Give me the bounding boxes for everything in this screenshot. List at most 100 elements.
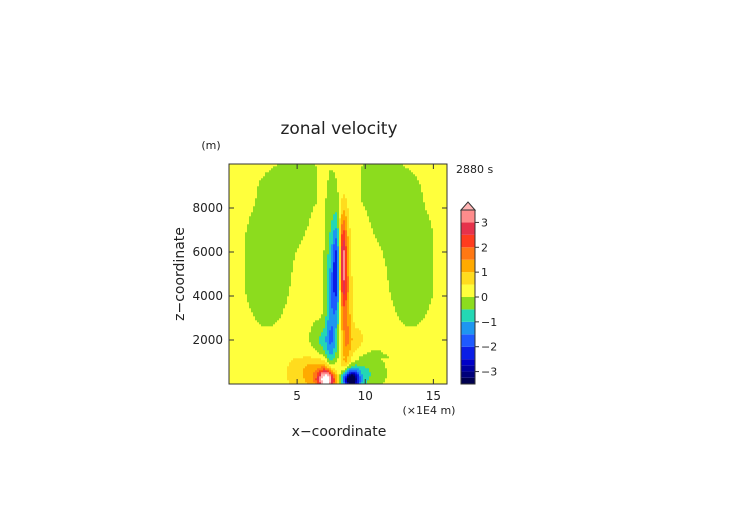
field-cell bbox=[241, 374, 244, 377]
field-cell bbox=[297, 296, 300, 299]
field-cell bbox=[233, 374, 236, 377]
field-cell bbox=[237, 272, 240, 275]
field-cell bbox=[311, 284, 314, 287]
field-cell bbox=[311, 294, 314, 297]
field-cell bbox=[291, 224, 294, 227]
field-cell bbox=[247, 178, 250, 181]
field-cell bbox=[303, 348, 306, 351]
field-cell bbox=[251, 182, 254, 185]
field-cell bbox=[285, 328, 288, 331]
field-cell bbox=[241, 196, 244, 199]
field-cell bbox=[245, 230, 248, 233]
field-cell bbox=[267, 186, 270, 189]
field-cell bbox=[289, 344, 292, 347]
field-cell bbox=[261, 278, 264, 281]
field-cell bbox=[295, 214, 298, 217]
field-cell bbox=[263, 220, 266, 223]
field-cell bbox=[265, 316, 268, 319]
field-cell bbox=[231, 360, 234, 363]
field-cell bbox=[243, 340, 246, 343]
field-cell bbox=[279, 168, 282, 171]
field-cell bbox=[231, 336, 234, 339]
field-cell bbox=[317, 340, 320, 343]
field-cell bbox=[273, 350, 276, 353]
field-cell bbox=[311, 366, 314, 369]
field-cell bbox=[315, 358, 318, 361]
field-cell bbox=[237, 330, 240, 333]
field-cell bbox=[291, 206, 294, 209]
field-cell bbox=[305, 252, 308, 255]
field-cell bbox=[277, 230, 280, 233]
field-cell bbox=[291, 360, 294, 363]
field-cell bbox=[309, 340, 312, 343]
field-cell bbox=[245, 264, 248, 267]
field-cell bbox=[277, 358, 280, 361]
field-cell bbox=[283, 348, 286, 351]
field-cell bbox=[303, 220, 306, 223]
field-cell bbox=[297, 176, 300, 179]
field-cell bbox=[311, 314, 314, 317]
field-cell bbox=[251, 218, 254, 221]
field-cell bbox=[259, 190, 262, 193]
field-cell bbox=[257, 348, 260, 351]
field-cell bbox=[299, 358, 302, 361]
field-cell bbox=[301, 336, 304, 339]
field-cell bbox=[309, 180, 312, 183]
field-cell bbox=[287, 270, 290, 273]
field-cell bbox=[295, 292, 298, 295]
field-cell bbox=[245, 234, 248, 237]
field-cell bbox=[279, 284, 282, 287]
field-cell bbox=[309, 280, 312, 283]
field-cell bbox=[275, 370, 278, 373]
field-cell bbox=[297, 248, 300, 251]
field-cell bbox=[311, 350, 314, 353]
field-cell bbox=[247, 276, 250, 279]
field-cell bbox=[243, 282, 246, 285]
field-cell bbox=[313, 346, 316, 349]
field-cell bbox=[245, 204, 248, 207]
field-cell bbox=[261, 326, 264, 329]
field-cell bbox=[317, 310, 320, 313]
field-cell bbox=[259, 322, 262, 325]
field-cell bbox=[243, 294, 246, 297]
field-cell bbox=[255, 238, 258, 241]
field-cell bbox=[279, 188, 282, 191]
field-cell bbox=[243, 318, 246, 321]
field-cell bbox=[271, 354, 274, 357]
field-cell bbox=[235, 276, 238, 279]
field-cell bbox=[273, 344, 276, 347]
field-cell bbox=[299, 370, 302, 373]
field-cell bbox=[277, 278, 280, 281]
field-cell bbox=[317, 378, 320, 381]
field-cell bbox=[253, 220, 256, 223]
field-cell bbox=[229, 326, 232, 329]
field-cell bbox=[305, 218, 308, 221]
field-cell bbox=[231, 210, 234, 213]
field-cell bbox=[245, 356, 248, 359]
field-cell bbox=[257, 328, 260, 331]
field-cell bbox=[305, 344, 308, 347]
field-cell bbox=[241, 176, 244, 179]
field-cell bbox=[303, 342, 306, 345]
field-cell bbox=[259, 356, 262, 359]
field-cell bbox=[235, 332, 238, 335]
field-cell bbox=[295, 168, 298, 171]
field-cell bbox=[233, 266, 236, 269]
field-cell bbox=[271, 342, 274, 345]
field-cell bbox=[317, 212, 320, 215]
field-cell bbox=[231, 200, 234, 203]
field-cell bbox=[255, 248, 258, 251]
field-cell bbox=[305, 380, 308, 383]
field-cell bbox=[245, 174, 248, 177]
field-cell bbox=[285, 182, 288, 185]
field-cell bbox=[245, 254, 248, 257]
field-cell bbox=[257, 312, 260, 315]
field-cell bbox=[285, 222, 288, 225]
field-cell bbox=[277, 356, 280, 359]
field-cell bbox=[313, 312, 316, 315]
field-cell bbox=[251, 300, 254, 303]
field-cell bbox=[267, 180, 270, 183]
field-cell bbox=[311, 356, 314, 359]
field-cell bbox=[313, 264, 316, 267]
field-cell bbox=[251, 186, 254, 189]
